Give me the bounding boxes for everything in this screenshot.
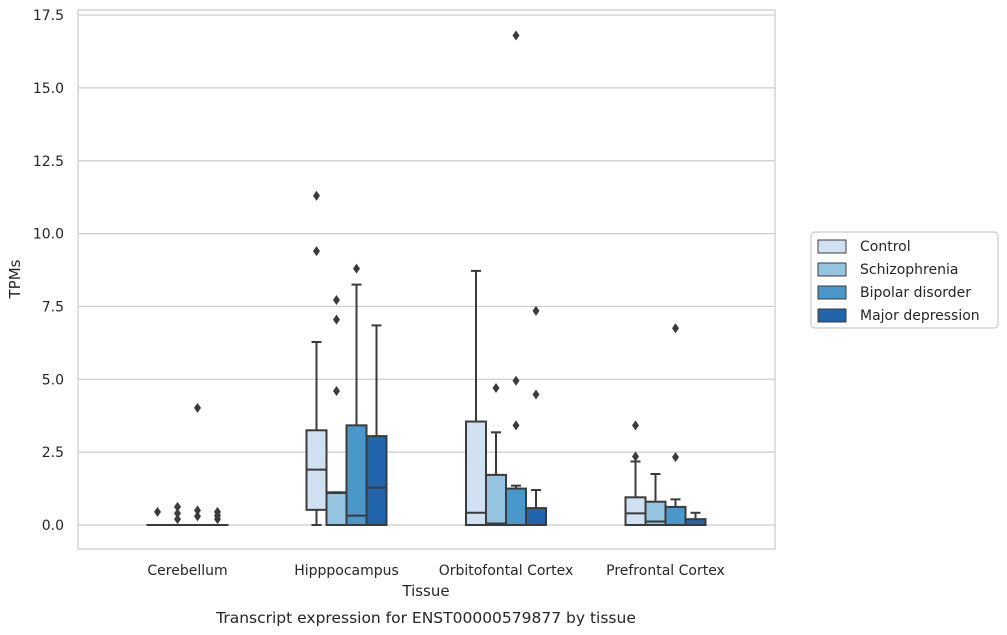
series-major-depression: [206, 305, 707, 527]
box-iqr: [485, 473, 507, 527]
box-iqr: [325, 491, 348, 526]
x-tick-label: Hipppocampus: [294, 563, 399, 579]
box-iqr: [465, 420, 487, 527]
legend-label: Bipolar disorder: [860, 285, 971, 301]
box: [206, 506, 229, 527]
outlier-point: [333, 314, 340, 325]
legend-label: Major depression: [860, 308, 980, 324]
box: [325, 295, 348, 526]
legend-label: Control: [860, 239, 911, 255]
outlier-point: [174, 514, 181, 525]
outlier-point: [154, 506, 161, 517]
outlier-point: [174, 501, 181, 512]
box: [345, 263, 368, 526]
x-tick-label: Orbitofontal Cortex: [439, 563, 574, 579]
y-tick-label: 17.5: [33, 8, 64, 24]
box: [644, 473, 667, 526]
box-iqr: [345, 424, 368, 526]
outlier-point: [174, 508, 181, 519]
outlier-point: [532, 305, 540, 316]
box-series-group: [146, 30, 707, 527]
x-tick-label: Prefrontal Cortex: [606, 563, 725, 579]
box: [664, 323, 687, 526]
outlier-point: [672, 323, 679, 334]
outlier-point: [632, 451, 639, 462]
box-iqr: [365, 435, 388, 526]
box: [525, 305, 547, 526]
legend-swatch: [817, 262, 847, 277]
legend-swatch: [817, 285, 847, 300]
outlier-point: [512, 375, 520, 386]
box: [166, 501, 189, 527]
box-iqr: [664, 505, 687, 526]
box-iqr: [624, 496, 647, 526]
series-schizophrenia: [166, 295, 667, 527]
box: [146, 506, 169, 527]
outlier-point: [512, 420, 520, 431]
outlier-point: [333, 385, 340, 396]
box: [505, 30, 527, 527]
chart-caption: Transcript expression for ENST0000057987…: [215, 609, 636, 627]
x-tick-label: Cerebellum: [147, 563, 227, 579]
outlier-point: [532, 389, 540, 400]
legend-swatch: [817, 308, 847, 323]
outlier-point: [333, 295, 340, 306]
box: [624, 420, 647, 526]
plot-area-frame: [77, 9, 776, 550]
outlier-point: [512, 30, 520, 41]
legend-swatch: [817, 239, 847, 254]
outlier-point: [632, 420, 639, 431]
y-tick-label: 7.5: [42, 299, 64, 315]
series-bipolar-disorder: [186, 30, 687, 527]
legend-label: Schizophrenia: [860, 262, 958, 278]
legend: Control Schizophrenia Bipolar disorder Majo…: [810, 231, 999, 329]
y-tick-label: 15.0: [33, 81, 64, 97]
outlier-point: [194, 505, 201, 516]
box-iqr: [505, 487, 527, 527]
y-tick-label: 2.5: [42, 445, 64, 461]
box: [485, 383, 507, 527]
outlier-point: [194, 511, 201, 522]
outlier-point: [214, 506, 221, 517]
y-tick-label: 10.0: [33, 227, 64, 243]
y-axis-ticks: 0.0 2.5 5.0 7.5 10.0 12.5 15.0 17.5: [33, 8, 64, 534]
box: [465, 269, 487, 527]
outlier-point: [313, 190, 320, 201]
y-axis-title: TPMs: [6, 259, 24, 299]
x-axis-title: Tissue: [401, 582, 449, 600]
grid-lines: [78, 14, 775, 526]
legend-frame: [810, 231, 999, 329]
y-tick-label: 12.5: [33, 154, 64, 170]
outlier-point: [194, 402, 201, 413]
series-control: [146, 190, 647, 527]
box-iqr: [525, 507, 547, 526]
y-tick-label: 5.0: [42, 372, 64, 388]
box: [684, 511, 707, 526]
outlier-point: [492, 383, 500, 394]
box: [305, 190, 328, 526]
outlier-point: [353, 263, 360, 274]
y-tick-label: 0.0: [42, 518, 64, 534]
box: [186, 402, 209, 527]
outlier-point: [672, 452, 679, 463]
box: [365, 324, 388, 526]
outlier-point: [313, 246, 320, 257]
x-axis-ticks: Cerebellum Hipppocampus Orbitofontal Corte…: [147, 563, 724, 579]
